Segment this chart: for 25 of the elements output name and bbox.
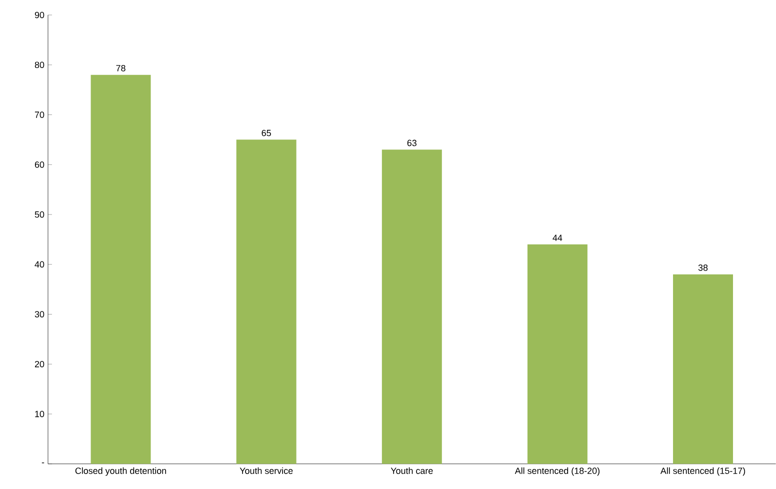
y-tick-label: 10 (35, 410, 44, 418)
bar (90, 74, 151, 464)
y-tick-label: 90 (34, 12, 44, 18)
y-tick-label: 80 (34, 62, 44, 68)
y-tick-label: 30 (34, 311, 44, 318)
y-tick-label: - (42, 462, 44, 464)
data-label: 38 (698, 264, 708, 271)
x-tick-label: All sentenced (15-17) (660, 467, 746, 476)
bar (527, 244, 588, 464)
y-tick-label: 40 (34, 261, 44, 268)
bar (236, 140, 296, 464)
data-label: 44 (552, 234, 562, 241)
y-tick-label: 50 (34, 211, 44, 218)
x-tick-label: Youth service (240, 467, 293, 474)
x-tick-label: All sentenced (18-20) (514, 467, 600, 476)
y-tick-label: 70 (34, 112, 44, 118)
y-tick-label: 20 (34, 361, 44, 368)
bar (382, 150, 442, 464)
data-label: 65 (262, 130, 271, 136)
x-tick-label: Youth care (390, 467, 433, 474)
data-label: 63 (407, 140, 416, 146)
bar (673, 274, 734, 464)
y-tick-label: 60 (34, 162, 44, 168)
data-label: 78 (116, 65, 126, 72)
x-tick-label: Closed youth detention (75, 467, 166, 476)
